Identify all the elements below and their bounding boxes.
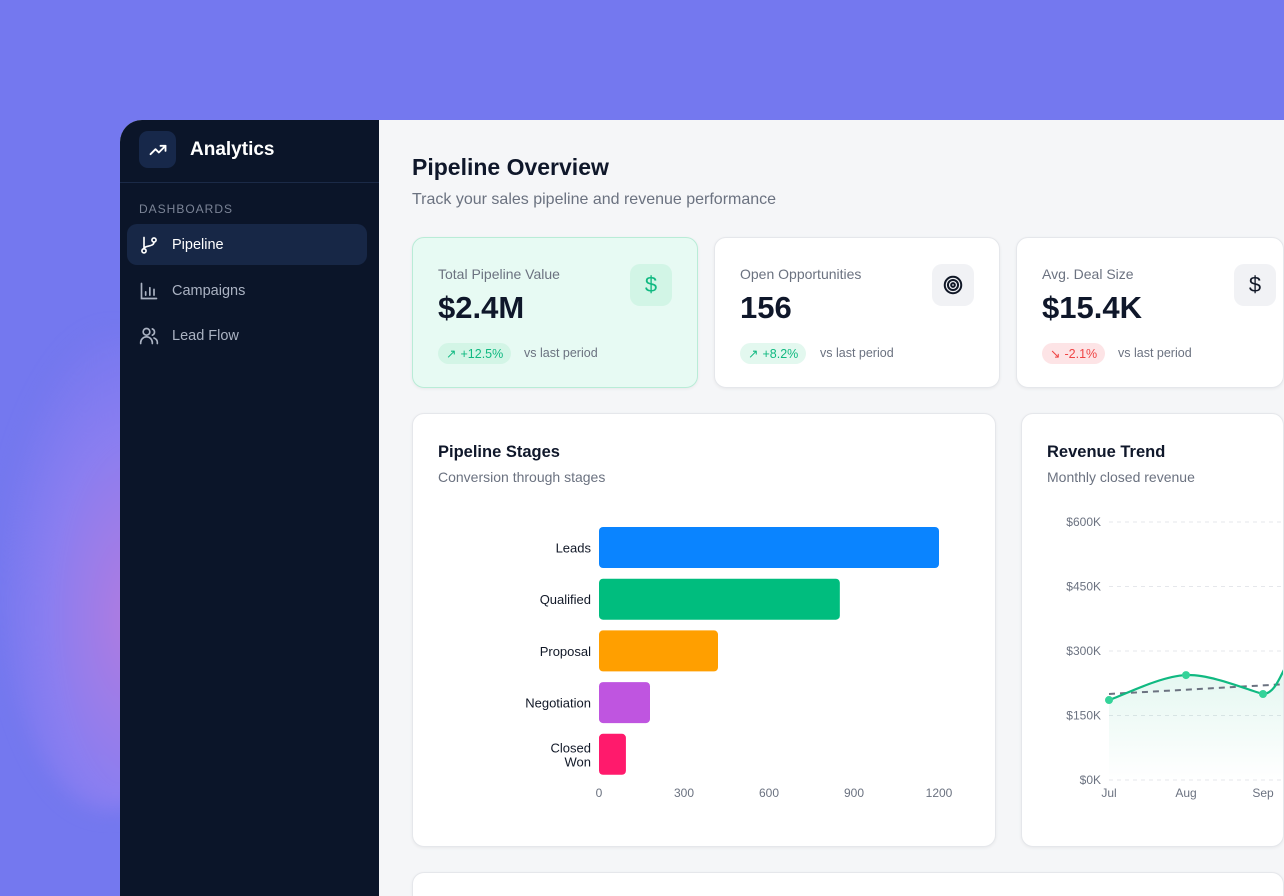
revenue-trend-card: Revenue Trend Monthly closed revenue $0K… (1021, 413, 1284, 847)
change-value: +8.2% (762, 346, 799, 361)
trending-up-icon: ↗ (748, 347, 759, 361)
kpi-label: Total Pipeline Value (438, 266, 560, 282)
bar-closed-won (599, 733, 626, 775)
chart-title: Revenue Trend (1047, 443, 1166, 461)
x-tick-label: 600 (759, 786, 779, 800)
kpi-label: Avg. Deal Size (1042, 266, 1134, 282)
comparison-note: vs last period (524, 346, 598, 360)
bar-label: Negotiation (525, 696, 591, 711)
bar-label: Won (565, 754, 592, 769)
bar-negotiation (599, 682, 650, 724)
x-tick-label: 900 (844, 786, 864, 800)
app-title: Analytics (190, 138, 275, 160)
bottom-card (412, 872, 1284, 896)
y-tick-label: $300K (1066, 644, 1101, 658)
trend-line (1108, 683, 1283, 695)
sidebar-item-lead-flow[interactable]: Lead Flow (127, 315, 367, 356)
sidebar-item-label: Campaigns (172, 282, 246, 299)
x-tick-label: 300 (674, 786, 694, 800)
kpi-card-total-pipeline[interactable]: Total Pipeline Value $2.4M $ ↗ +12.5% vs … (412, 237, 698, 388)
bar-label: Leads (556, 541, 592, 556)
y-tick-label: $150K (1066, 709, 1101, 723)
sidebar-item-pipeline[interactable]: Pipeline (127, 224, 367, 265)
page-subtitle: Track your sales pipeline and revenue pe… (412, 191, 777, 208)
bar-label: Proposal (540, 644, 591, 659)
page-title: Pipeline Overview (412, 154, 609, 180)
target-icon (932, 264, 974, 306)
kpi-value: 156 (740, 290, 792, 325)
bar-label: Closed (551, 740, 591, 755)
bar-leads (599, 527, 939, 568)
change-badge: ↗ +8.2% (740, 343, 807, 364)
kpi-value: $2.4M (438, 290, 525, 325)
change-badge: ↗ +12.5% (438, 343, 512, 364)
trending-up-icon (139, 131, 176, 168)
sidebar-item-campaigns[interactable]: Campaigns (127, 270, 367, 311)
y-tick-label: $0K (1080, 773, 1101, 787)
trending-up-icon: ↗ (446, 347, 457, 361)
x-tick-label: 1200 (926, 786, 953, 800)
dollar-icon: $ (630, 264, 672, 306)
kpi-value: $15.4K (1042, 290, 1142, 325)
pipeline-stages-chart: Leads Qualified Proposal Negotiation ClosedW… (525, 527, 953, 800)
main-content: Pipeline Overview Track your sales pipel… (379, 120, 1284, 896)
bar-proposal (599, 630, 718, 672)
x-tick-label: Aug (1175, 786, 1196, 800)
trending-down-icon: ↘ (1050, 347, 1061, 361)
bar-qualified (599, 578, 840, 620)
data-point (1105, 696, 1113, 705)
x-tick-label: 0 (596, 786, 603, 800)
change-value: -2.1% (1064, 346, 1098, 361)
data-point (1182, 671, 1190, 680)
data-point (1259, 690, 1267, 698)
git-branch-icon (141, 236, 157, 254)
x-tick-label: Sep (1252, 786, 1274, 800)
divider (120, 182, 379, 183)
comparison-note: vs last period (1118, 346, 1192, 360)
bar-chart-icon (140, 282, 158, 299)
change-value: +12.5% (460, 346, 504, 361)
pipeline-stages-card: Pipeline Stages Conversion through stage… (412, 413, 996, 847)
chart-subtitle: Monthly closed revenue (1047, 469, 1195, 485)
y-tick-label: $600K (1066, 515, 1101, 529)
area-fill (1109, 671, 1283, 780)
app-window: Analytics DASHBOARDS Pipeline Campaigns … (120, 120, 1284, 896)
users-icon (139, 327, 159, 344)
y-tick-label: $450K (1066, 580, 1101, 594)
kpi-card-open-opportunities[interactable]: Open Opportunities 156 ↗ +8.2% vs last pe… (714, 237, 1000, 388)
chart-subtitle: Conversion through stages (438, 469, 606, 485)
bar-label: Qualified (540, 592, 591, 607)
sidebar: Analytics DASHBOARDS Pipeline Campaigns … (120, 120, 379, 896)
sidebar-item-label: Pipeline (172, 236, 224, 253)
dollar-icon: $ (1234, 264, 1276, 306)
revenue-trend-chart: $0K $150K $300K $450K $600K Jul Aug Sep (1066, 515, 1283, 800)
brand[interactable]: Analytics (139, 131, 274, 168)
chart-title: Pipeline Stages (438, 443, 560, 461)
revenue-line (1108, 669, 1283, 702)
x-tick-label: Jul (1101, 786, 1116, 800)
change-badge: ↘ -2.1% (1042, 343, 1106, 364)
kpi-card-avg-deal-size[interactable]: Avg. Deal Size $15.4K $ ↘ -2.1% vs last p… (1016, 237, 1284, 388)
kpi-label: Open Opportunities (740, 266, 862, 282)
sidebar-item-label: Lead Flow (172, 327, 239, 344)
section-label: DASHBOARDS (139, 202, 234, 216)
comparison-note: vs last period (820, 346, 894, 360)
